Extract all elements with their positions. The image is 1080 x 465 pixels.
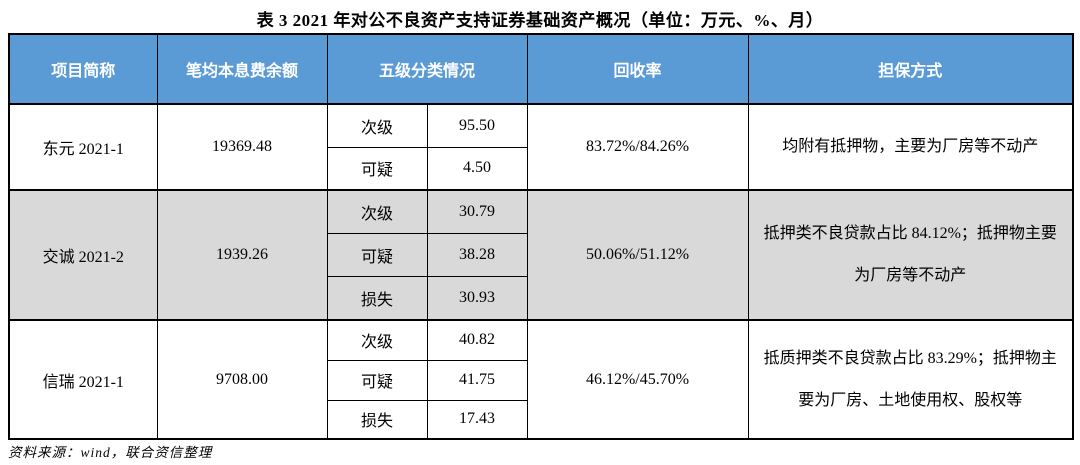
table-row: 交诚 2021-2 1939.26 次级 30.79 50.06%/51.12%… xyxy=(8,189,1074,321)
classification-value: 95.50 xyxy=(426,103,528,148)
row-group-xinrui: 信瑞 2021-1 9708.00 次级 40.82 46.12%/45.70%… xyxy=(8,319,1074,440)
classification-grade: 可疑 xyxy=(326,146,428,191)
project-name: 交诚 2021-2 xyxy=(8,189,158,321)
col-header-project: 项目简称 xyxy=(8,33,158,105)
table-row: 可疑 41.75 xyxy=(9,359,1073,401)
classification-value: 38.28 xyxy=(426,232,528,277)
recovery-rate: 46.12%/45.70% xyxy=(526,319,749,440)
classification-grade: 次级 xyxy=(326,103,428,148)
table-row: 信瑞 2021-1 9708.00 次级 40.82 46.12%/45.70%… xyxy=(8,319,1074,440)
table-row: 损失 17.43 xyxy=(9,399,1073,440)
table-row: 可疑 4.50 xyxy=(9,146,1073,191)
classification-grade: 次级 xyxy=(326,189,428,234)
classification-value: 40.82 xyxy=(426,319,528,361)
table-title: 表 3 2021 年对公不良资产支持证券基础资产概况（单位：万元、%、月） xyxy=(256,11,824,30)
recovery-rate: 83.72%/84.26% xyxy=(526,103,749,191)
classification-grade: 次级 xyxy=(326,319,428,361)
guarantee-desc: 均附有抵押物，主要为厂房等不动产 xyxy=(747,103,1074,191)
row-group-dongyuan: 东元 2021-1 19369.48 次级 95.50 83.72%/84.26… xyxy=(8,103,1074,191)
project-name: 东元 2021-1 xyxy=(8,103,158,191)
classification-grade: 可疑 xyxy=(326,232,428,277)
classification-grade: 可疑 xyxy=(326,359,428,401)
guarantee-desc: 抵质押类不良贷款占比 83.29%；抵押物主要为厂房、土地使用权、股权等 xyxy=(747,319,1074,440)
table-row: 可疑 38.28 xyxy=(9,232,1073,277)
col-header-balance: 笔均本息费余额 xyxy=(156,33,328,105)
balance-value: 1939.26 xyxy=(156,189,328,321)
col-header-recovery: 回收率 xyxy=(526,33,749,105)
table-row: 东元 2021-1 19369.48 次级 95.50 83.72%/84.26… xyxy=(8,103,1074,191)
col-header-guarantee: 担保方式 xyxy=(747,33,1074,105)
recovery-rate: 50.06%/51.12% xyxy=(526,189,749,321)
classification-grade: 损失 xyxy=(326,275,428,321)
classification-value: 30.93 xyxy=(426,275,528,321)
row-group-jiaocheng: 交诚 2021-2 1939.26 次级 30.79 50.06%/51.12%… xyxy=(8,189,1074,321)
balance-value: 9708.00 xyxy=(156,319,328,440)
classification-grade: 损失 xyxy=(326,399,428,440)
asset-overview-table: 项目简称 笔均本息费余额 五级分类情况 回收率 担保方式 东元 2021-1 1… xyxy=(8,33,1075,440)
balance-value: 19369.48 xyxy=(156,103,328,191)
guarantee-desc: 抵押类不良贷款占比 84.12%；抵押物主要为厂房等不动产 xyxy=(747,189,1074,321)
classification-value: 30.79 xyxy=(426,189,528,234)
project-name: 信瑞 2021-1 xyxy=(8,319,158,440)
classification-value: 41.75 xyxy=(426,359,528,401)
col-header-classification: 五级分类情况 xyxy=(326,33,528,105)
table-row: 损失 30.93 xyxy=(9,275,1073,321)
data-source-note: 资料来源：wind，联合资信整理 xyxy=(8,445,213,460)
classification-value: 4.50 xyxy=(426,146,528,191)
classification-value: 17.43 xyxy=(426,399,528,440)
table-header: 项目简称 笔均本息费余额 五级分类情况 回收率 担保方式 xyxy=(8,33,1074,105)
